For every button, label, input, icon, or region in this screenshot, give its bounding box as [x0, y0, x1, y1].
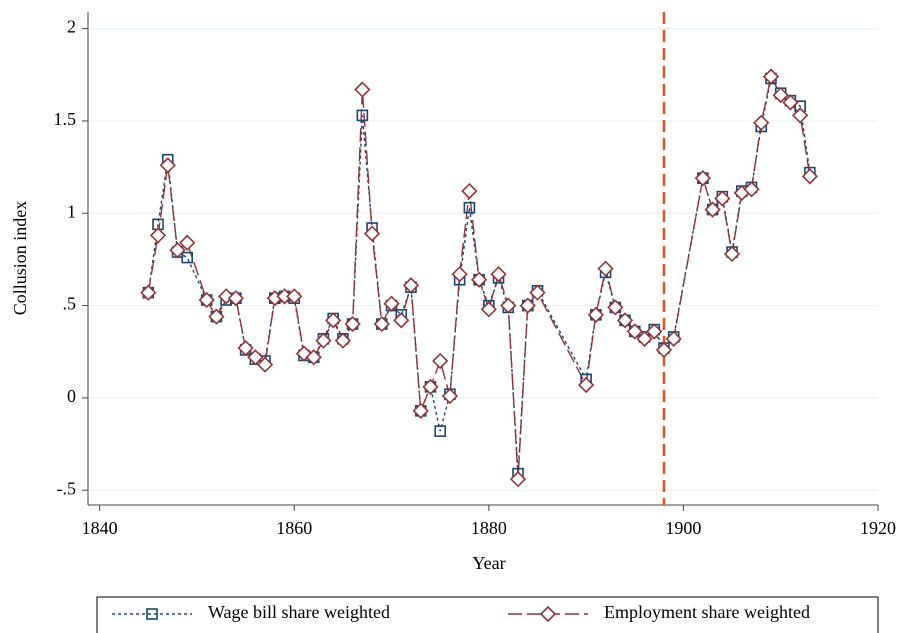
y-tick-label: -.5 — [57, 478, 77, 498]
point-marker — [723, 245, 741, 263]
y-tick-label: 0 — [67, 386, 76, 406]
point-marker — [782, 94, 799, 111]
point-marker — [422, 378, 439, 395]
point-marker — [626, 323, 643, 340]
point-marker — [694, 170, 712, 187]
point-marker — [665, 330, 682, 347]
point-marker — [208, 308, 225, 325]
point-marker — [286, 288, 303, 305]
point-marker — [743, 181, 760, 198]
point-marker — [463, 201, 476, 214]
x-tick-label: 1840 — [82, 518, 118, 538]
point-marker — [587, 306, 604, 323]
point-marker — [704, 201, 721, 218]
point-marker — [344, 315, 361, 333]
point-marker — [181, 251, 194, 264]
point-marker — [434, 425, 446, 437]
point-marker — [383, 295, 400, 312]
legend-box — [96, 596, 879, 633]
point-marker — [373, 315, 390, 333]
point-marker — [198, 291, 215, 309]
point-marker — [356, 109, 369, 122]
y-tick-label: 1 — [67, 201, 76, 221]
legend-label: Wage bill share weighted — [208, 602, 390, 622]
point-marker — [325, 312, 342, 329]
point-marker — [432, 352, 449, 370]
point-marker — [305, 349, 322, 366]
y-tick-label: 2 — [67, 17, 76, 37]
point-marker — [801, 168, 819, 185]
point-marker — [402, 277, 420, 294]
y-tick-label: 1.5 — [54, 109, 77, 129]
point-marker — [597, 260, 614, 277]
point-marker — [636, 330, 653, 347]
point-marker — [577, 376, 595, 394]
point-marker — [218, 288, 235, 305]
x-tick-label: 1880 — [471, 518, 507, 538]
point-marker — [412, 402, 429, 419]
point-marker — [792, 107, 809, 124]
point-marker — [539, 605, 557, 623]
point-marker — [772, 86, 789, 104]
point-marker — [655, 341, 673, 359]
point-marker — [256, 356, 274, 373]
point-marker — [149, 227, 167, 244]
y-tick-label: .5 — [63, 294, 77, 314]
point-marker — [529, 284, 546, 301]
point-marker — [315, 332, 332, 349]
point-marker — [393, 312, 410, 329]
point-marker — [354, 81, 371, 98]
x-tick-label: 1920 — [860, 518, 896, 538]
point-marker — [607, 299, 624, 316]
point-marker — [451, 266, 468, 283]
x-tick-label: 1900 — [665, 518, 701, 538]
point-marker — [169, 242, 186, 259]
point-marker — [616, 312, 634, 329]
series-line — [147, 76, 811, 474]
legend-label: Employment share weighted — [604, 602, 810, 622]
point-marker — [247, 349, 264, 366]
point-marker — [480, 301, 497, 318]
point-marker — [159, 157, 176, 174]
point-marker — [714, 190, 731, 207]
x-tick-label: 1860 — [276, 518, 312, 538]
point-marker — [470, 271, 488, 288]
point-marker — [227, 290, 245, 307]
point-marker — [519, 297, 536, 314]
point-marker — [146, 608, 158, 620]
y-axis-title: Collusion index — [10, 201, 30, 316]
point-marker — [753, 114, 770, 131]
point-marker — [363, 225, 381, 242]
point-marker — [509, 471, 527, 488]
point-marker — [334, 332, 352, 349]
point-marker — [646, 323, 663, 340]
point-marker — [441, 387, 459, 405]
point-marker — [490, 266, 507, 283]
x-axis-title: Year — [472, 553, 505, 573]
point-marker — [179, 234, 196, 251]
point-marker — [500, 297, 517, 314]
point-marker — [461, 182, 478, 200]
point-marker — [762, 68, 780, 85]
point-marker — [237, 339, 254, 357]
point-marker — [140, 284, 157, 301]
